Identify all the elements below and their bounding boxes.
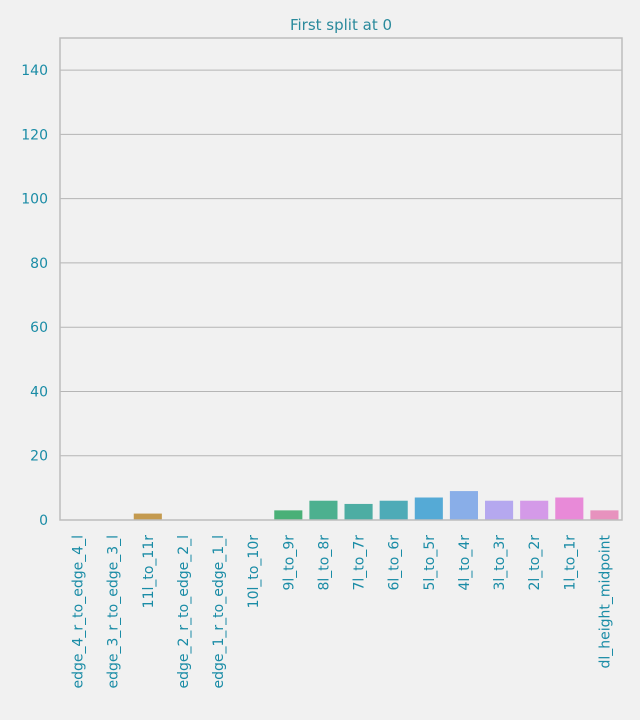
y-tick-label: 140 bbox=[21, 63, 48, 79]
y-tick-label: 20 bbox=[30, 449, 48, 465]
x-tick-label: 11l_to_11r bbox=[141, 535, 157, 609]
bar-11l_to_11r bbox=[133, 513, 162, 520]
x-axis-ticks: edge_4_r_to_edge_4_l edge_3_r_to_edge_3_l… bbox=[71, 535, 614, 689]
chart-title: First split at 0 bbox=[290, 16, 392, 34]
y-axis-ticks: 0 20 40 60 80 100 120 140 bbox=[21, 63, 48, 529]
x-tick-label: dl_height_midpoint bbox=[597, 535, 613, 669]
y-tick-label: 60 bbox=[30, 320, 48, 336]
x-tick-label: 9l_to_9r bbox=[281, 535, 297, 591]
x-tick-label: 8l_to_8r bbox=[316, 535, 332, 591]
x-tick-label: 2l_to_2r bbox=[527, 535, 543, 591]
x-tick-label: 4l_to_4r bbox=[457, 535, 473, 591]
x-tick-label: 6l_to_6r bbox=[387, 535, 403, 591]
bar-1l_to_1r bbox=[555, 497, 584, 520]
bar-2l_to_2r bbox=[520, 500, 549, 520]
x-tick-label: edge_1_r_to_edge_1_l bbox=[211, 535, 227, 689]
y-tick-label: 0 bbox=[39, 513, 48, 529]
bar-dl_height_midpoint bbox=[590, 510, 619, 520]
bar-4l_to_4r bbox=[449, 491, 478, 520]
plot-frame bbox=[59, 37, 623, 521]
bar-5l_to_5r bbox=[414, 497, 443, 520]
x-tick-label: 3l_to_3r bbox=[492, 535, 508, 591]
y-tick-label: 120 bbox=[21, 127, 48, 143]
x-tick-label: 10l_to_10r bbox=[246, 535, 262, 609]
x-tick-label: 1l_to_1r bbox=[562, 535, 578, 591]
bar-7l_to_7r bbox=[344, 503, 373, 520]
grid-lines bbox=[60, 69, 622, 521]
bars bbox=[133, 491, 619, 520]
bar-3l_to_3r bbox=[485, 500, 514, 520]
x-tick-label: 5l_to_5r bbox=[422, 535, 438, 591]
bar-8l_to_8r bbox=[309, 500, 338, 520]
x-tick-label: edge_3_r_to_edge_3_l bbox=[106, 535, 122, 689]
y-tick-label: 100 bbox=[21, 192, 48, 208]
x-tick-label: 7l_to_7r bbox=[352, 535, 368, 591]
bar-6l_to_6r bbox=[379, 500, 408, 520]
y-tick-label: 80 bbox=[30, 256, 48, 272]
x-tick-label: edge_4_r_to_edge_4_l bbox=[71, 535, 87, 689]
x-tick-label: edge_2_r_to_edge_2_l bbox=[176, 535, 192, 689]
bar-9l_to_9r bbox=[274, 510, 303, 520]
plot-background bbox=[60, 38, 622, 520]
y-tick-label: 40 bbox=[30, 384, 48, 400]
